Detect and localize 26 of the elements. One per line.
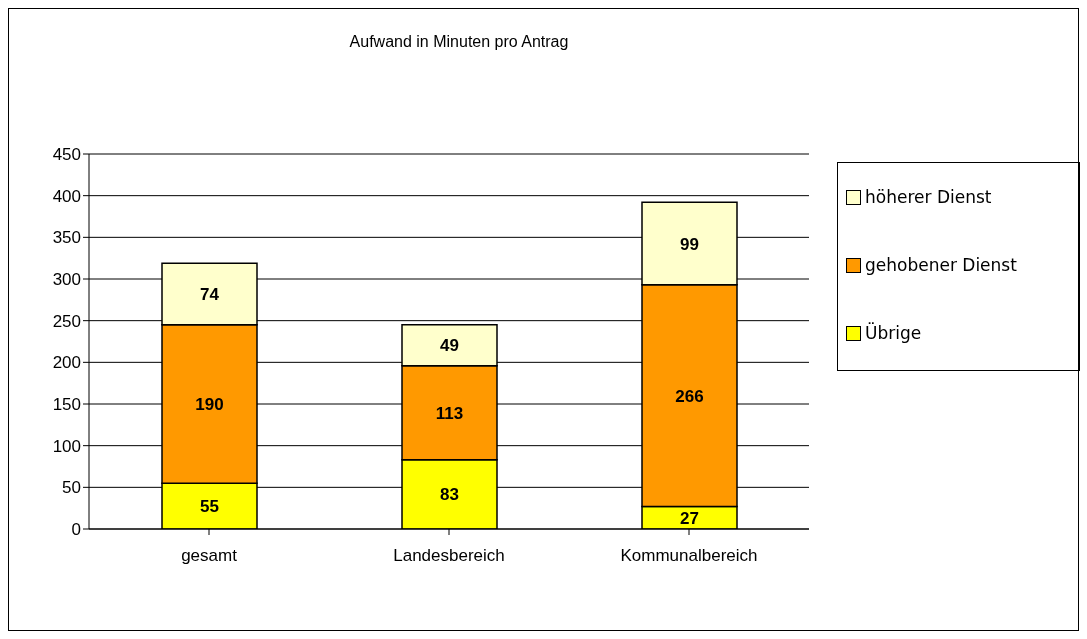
x-tick-label: Landesbereich: [393, 546, 505, 566]
y-tick-label: 50: [62, 478, 81, 498]
y-tick-label: 450: [52, 145, 81, 165]
y-tick-label: 0: [71, 520, 81, 540]
chart-title: Aufwand in Minuten pro Antrag: [348, 33, 570, 51]
data-label: 55: [200, 497, 219, 517]
y-tick-label: 100: [52, 436, 81, 456]
data-label: 74: [200, 285, 220, 305]
y-tick-label: 200: [52, 353, 81, 373]
y-tick-label: 300: [52, 270, 81, 290]
y-tick-label: 350: [52, 228, 81, 248]
x-tick-label: Kommunalbereich: [620, 546, 758, 566]
data-label: 113: [435, 403, 464, 423]
data-label: 83: [440, 485, 459, 505]
y-tick-label: 250: [52, 311, 81, 331]
y-tick-label: 400: [52, 186, 81, 206]
legend-label: höherer Dienst: [865, 187, 992, 207]
legend-label: gehobener Dienst: [865, 255, 1017, 275]
data-label: 99: [680, 234, 699, 254]
data-label: 27: [680, 508, 699, 528]
x-tick-label: gesamt: [181, 546, 238, 566]
legend-label: Übrige: [865, 323, 922, 343]
y-tick-label: 150: [52, 395, 81, 415]
data-label: 266: [675, 386, 704, 406]
data-label: 190: [195, 395, 224, 415]
data-label: 49: [440, 336, 459, 356]
